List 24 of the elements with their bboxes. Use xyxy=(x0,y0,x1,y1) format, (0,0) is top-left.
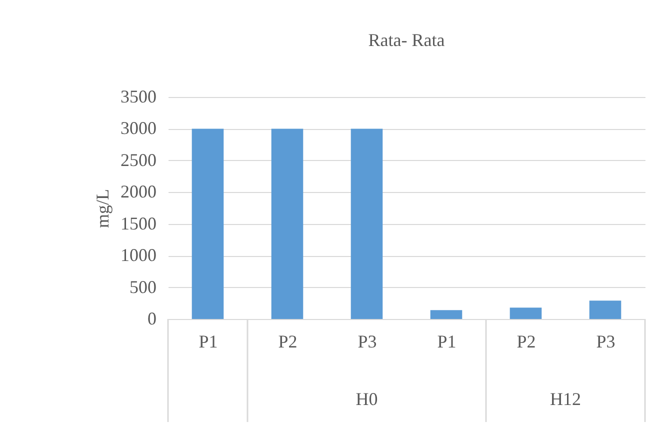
bar xyxy=(192,128,224,319)
x-tick-label: P2 xyxy=(278,332,298,352)
y-tick-label: 3000 xyxy=(120,118,156,138)
bar xyxy=(510,308,542,319)
x-tick-label: P1 xyxy=(437,332,456,352)
x-tick-label: P3 xyxy=(358,332,377,352)
x-tick-label: P3 xyxy=(596,332,616,352)
y-tick-label: 2000 xyxy=(120,182,156,202)
y-axis-title: mg/L xyxy=(92,189,112,228)
bar xyxy=(589,300,622,319)
text: H12 xyxy=(550,389,581,409)
bar xyxy=(430,310,462,319)
y-tick-label: 1000 xyxy=(120,245,156,266)
x-tick-label: P1 xyxy=(198,332,218,352)
y-tick-label: 2500 xyxy=(120,150,156,170)
text: H0 xyxy=(356,389,378,409)
bar xyxy=(350,128,383,319)
y-tick-label: 1500 xyxy=(120,213,156,234)
bar xyxy=(271,128,304,319)
x-tick-label: P2 xyxy=(516,332,536,352)
chart-title: Rata- Rata xyxy=(368,30,445,50)
y-tick-label: 0 xyxy=(148,308,156,328)
y-tick-label: 500 xyxy=(130,276,156,297)
y-tick-label: 3500 xyxy=(120,86,156,106)
